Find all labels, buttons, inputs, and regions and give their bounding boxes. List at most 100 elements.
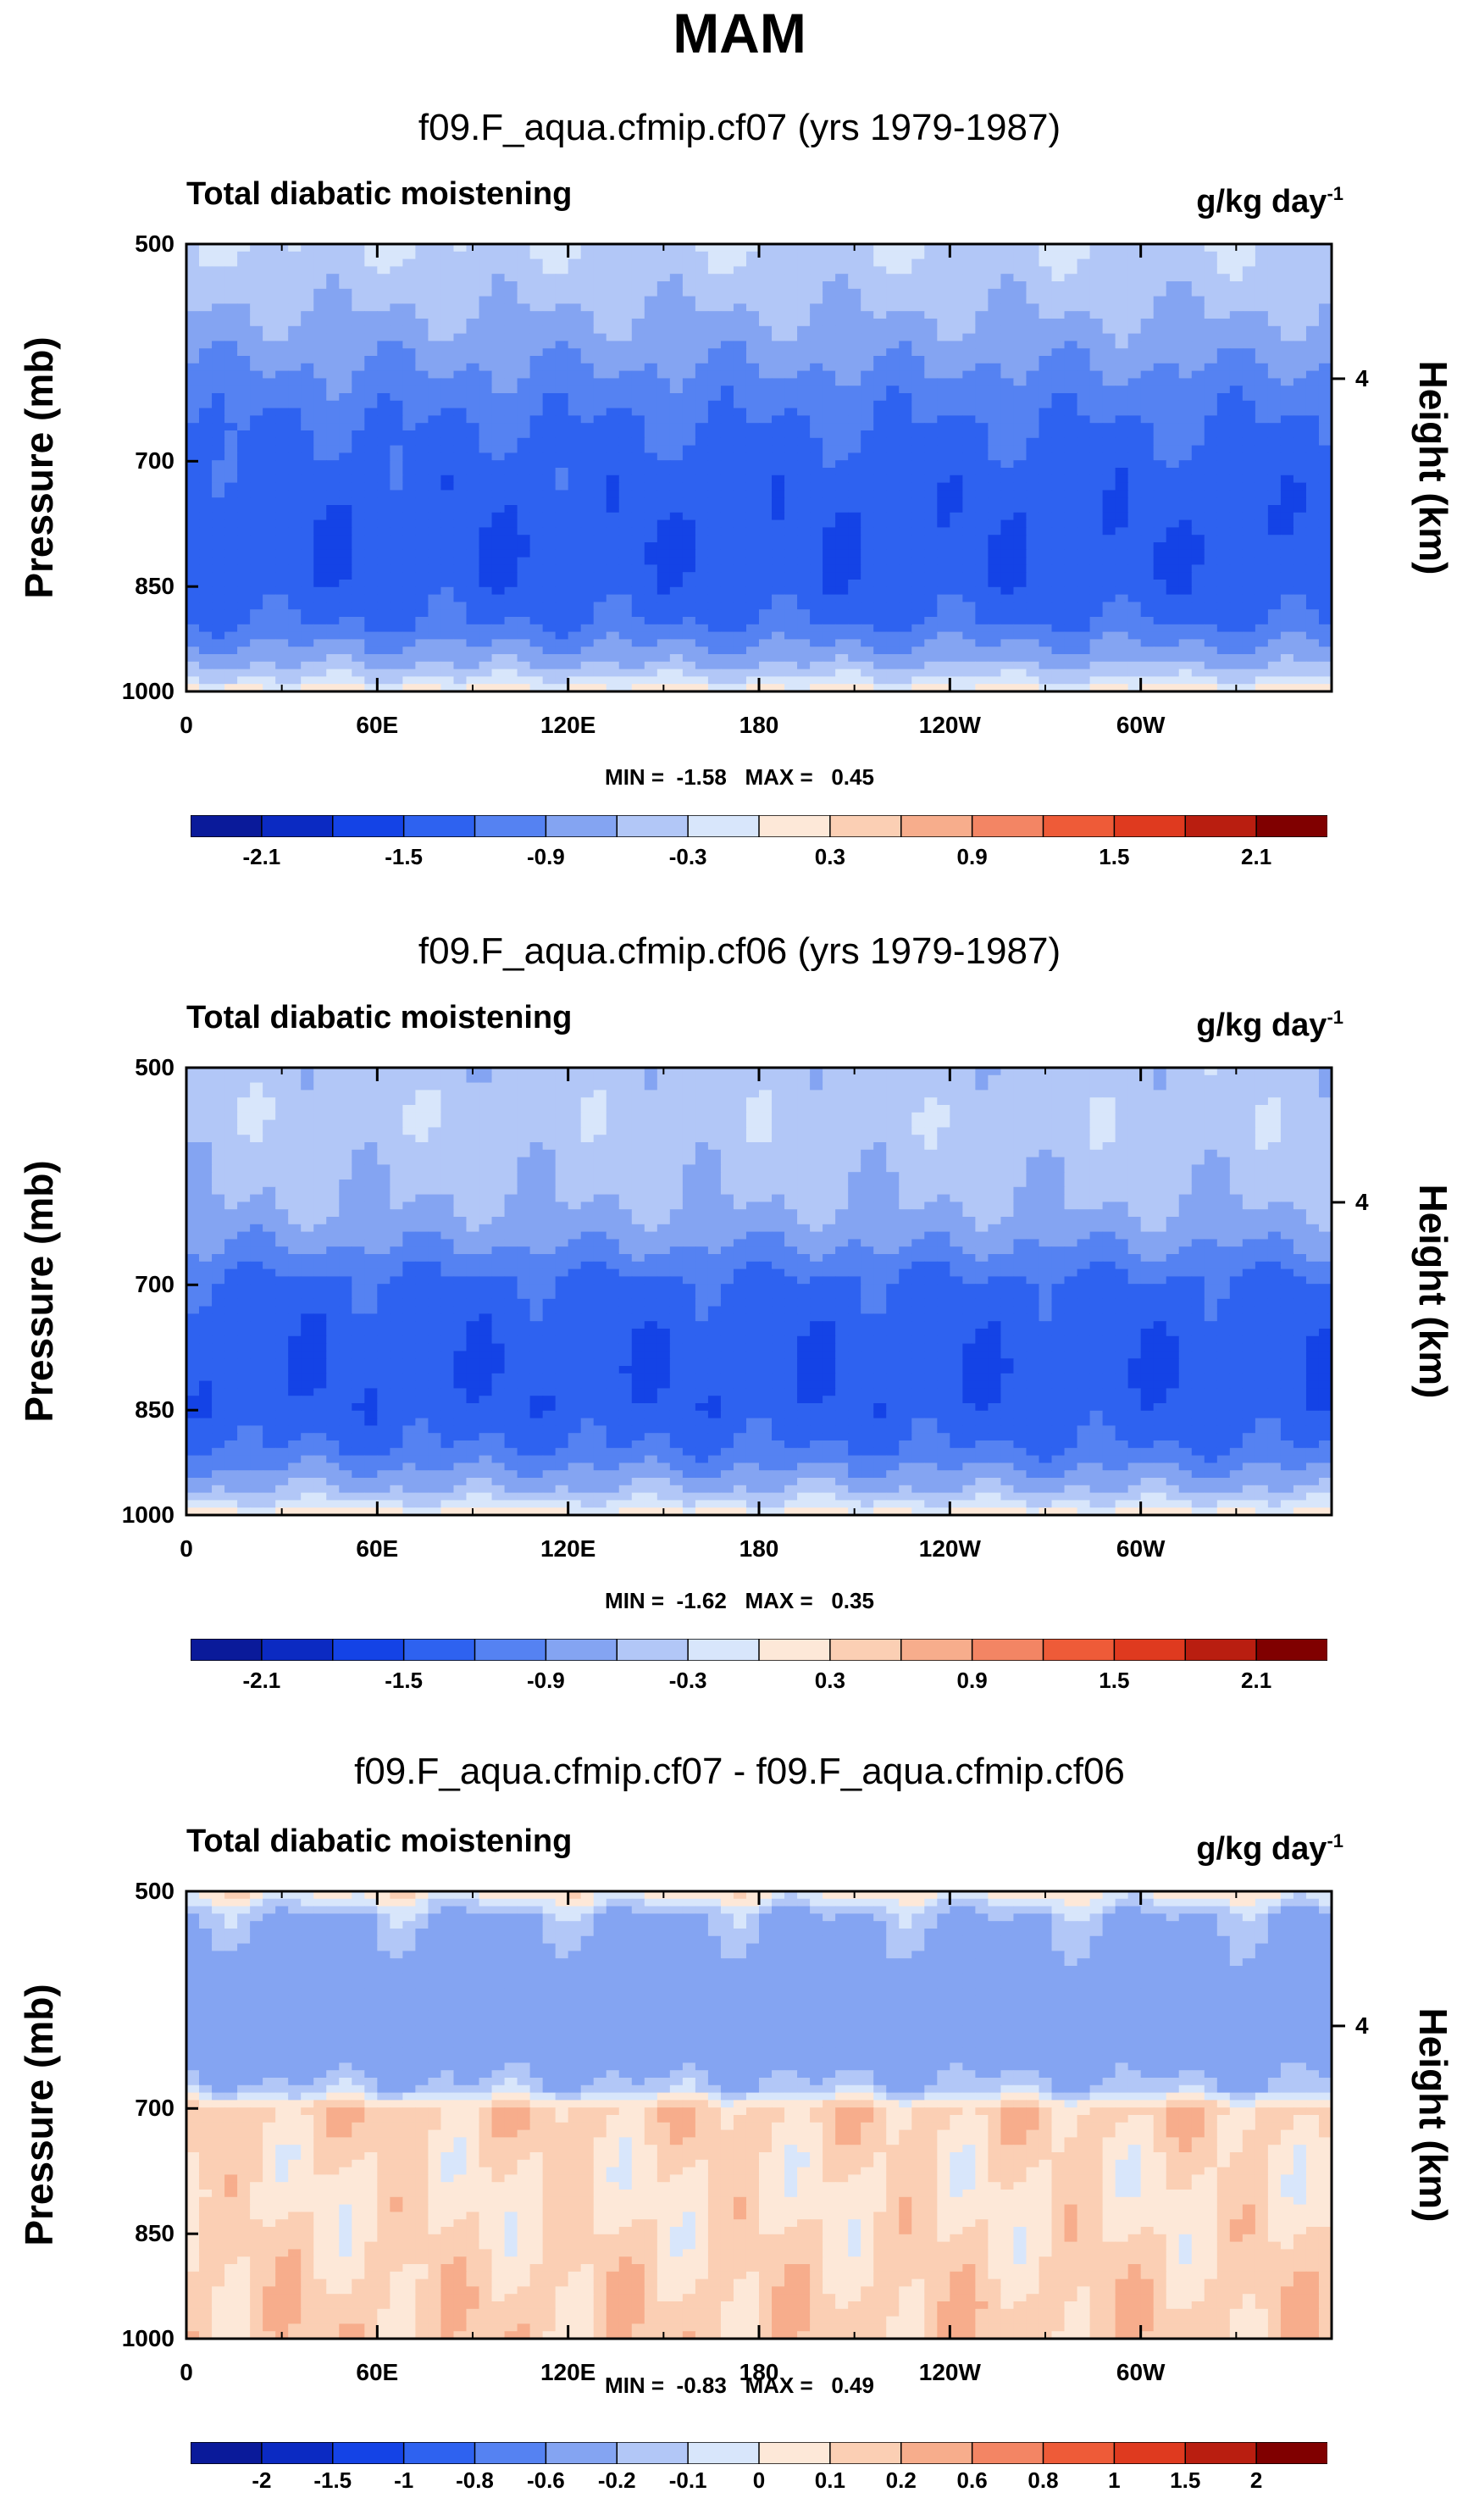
- heatmap-cell: [911, 311, 925, 319]
- heatmap-cell: [1229, 356, 1244, 364]
- heatmap-cell: [1000, 452, 1015, 461]
- heatmap-cell: [873, 497, 887, 506]
- heatmap-cell: [479, 639, 493, 647]
- heatmap-cell: [1242, 370, 1256, 379]
- heatmap-cell: [618, 647, 633, 655]
- heatmap-cell: [1255, 460, 1269, 469]
- heatmap-cell: [937, 378, 950, 386]
- heatmap-cell: [835, 325, 849, 335]
- heatmap-cell: [555, 266, 569, 275]
- heatmap-cell: [618, 505, 633, 513]
- heatmap-cell: [275, 549, 289, 558]
- heatmap-cell: [1267, 251, 1282, 260]
- heatmap-cell: [1140, 580, 1155, 588]
- heatmap-cell: [1216, 370, 1231, 379]
- heatmap-cell: [593, 482, 607, 491]
- heatmap-cell: [504, 542, 518, 551]
- heatmap-cell: [1115, 445, 1129, 453]
- heatmap-cell: [1153, 460, 1167, 469]
- heatmap-cell: [873, 430, 887, 439]
- heatmap-cell: [1255, 624, 1269, 633]
- heatmap-cell: [950, 311, 963, 319]
- heatmap-cell: [823, 325, 836, 335]
- heatmap-cell: [1216, 430, 1231, 439]
- heatmap-cell: [1191, 542, 1205, 551]
- heatmap-cell: [402, 430, 416, 439]
- heatmap-cell: [861, 311, 874, 319]
- heatmap-cell: [1013, 378, 1028, 386]
- heatmap-cell: [656, 482, 671, 491]
- heatmap-cell: [772, 445, 785, 453]
- heatmap-cell: [810, 460, 823, 469]
- heatmap-cell: [415, 296, 429, 304]
- heatmap-cell: [695, 311, 709, 319]
- heatmap-cell: [580, 356, 595, 364]
- heatmap-cell: [1305, 341, 1320, 349]
- heatmap-cell: [1293, 319, 1307, 327]
- heatmap-cell: [1216, 460, 1231, 469]
- heatmap-cell: [1229, 594, 1244, 602]
- heatmap-cell: [263, 602, 276, 610]
- heatmap-cell: [823, 386, 836, 394]
- heatmap-cell: [1178, 274, 1193, 282]
- heatmap-cell: [784, 586, 798, 596]
- heatmap-cell: [886, 527, 900, 536]
- heatmap-cell: [466, 460, 480, 469]
- heatmap-cell: [1013, 386, 1028, 394]
- heatmap-cell: [402, 452, 416, 461]
- heatmap-cell: [873, 408, 887, 416]
- heatmap-cell: [950, 624, 963, 633]
- heatmap-cell: [555, 542, 569, 551]
- heatmap-cell: [1140, 557, 1155, 565]
- heatmap-cell: [1204, 430, 1218, 439]
- heatmap-cell: [1242, 244, 1256, 253]
- heatmap-cell: [237, 639, 251, 647]
- heatmap-cell: [695, 497, 709, 506]
- heatmap-cell: [1267, 370, 1282, 379]
- heatmap-cell: [937, 311, 950, 319]
- heatmap-cell: [237, 497, 251, 506]
- heatmap-cell: [720, 393, 734, 402]
- heatmap-cell: [1089, 303, 1104, 312]
- heatmap-cell: [491, 445, 506, 453]
- heatmap-cell: [1115, 274, 1129, 282]
- heatmap-cell: [568, 319, 582, 327]
- heatmap-cell: [491, 386, 506, 394]
- heatmap-cell: [428, 452, 442, 461]
- heatmap-cell: [797, 617, 811, 625]
- heatmap-cell: [1089, 647, 1104, 655]
- heatmap-cell: [1051, 647, 1066, 655]
- heatmap-cell: [899, 602, 912, 610]
- heatmap-cell: [224, 475, 238, 484]
- heatmap-cell: [428, 266, 442, 275]
- heatmap-cell: [352, 415, 365, 424]
- heatmap-cell: [301, 505, 314, 513]
- heatmap-cell: [199, 519, 213, 528]
- heatmap-cell: [1089, 490, 1104, 498]
- heatmap-cell: [1191, 244, 1205, 253]
- heatmap-cell: [212, 251, 225, 260]
- heatmap-cell: [950, 288, 963, 297]
- heatmap-cell: [1280, 586, 1294, 596]
- heatmap-cell: [873, 549, 887, 558]
- heatmap-cell: [733, 311, 747, 319]
- heatmap-cell: [263, 266, 276, 275]
- heatmap-cell: [364, 356, 378, 364]
- heatmap-cell: [402, 244, 416, 253]
- heatmap-cell: [772, 348, 785, 357]
- heatmap-cell: [212, 519, 225, 528]
- heatmap-cell: [720, 258, 734, 267]
- heatmap-cell: [962, 549, 976, 558]
- heatmap-cell: [1166, 631, 1180, 640]
- heatmap-cell: [759, 445, 773, 453]
- heatmap-cell: [288, 281, 302, 290]
- heatmap-cell: [644, 535, 658, 543]
- heatmap-cell: [707, 505, 722, 513]
- heatmap-cell: [352, 460, 365, 469]
- heatmap-cell: [733, 423, 747, 431]
- heatmap-cell: [759, 557, 773, 565]
- heatmap-cell: [745, 437, 760, 447]
- heatmap-cell: [720, 281, 734, 290]
- heatmap-cell: [568, 348, 582, 357]
- heatmap-cell: [772, 639, 785, 647]
